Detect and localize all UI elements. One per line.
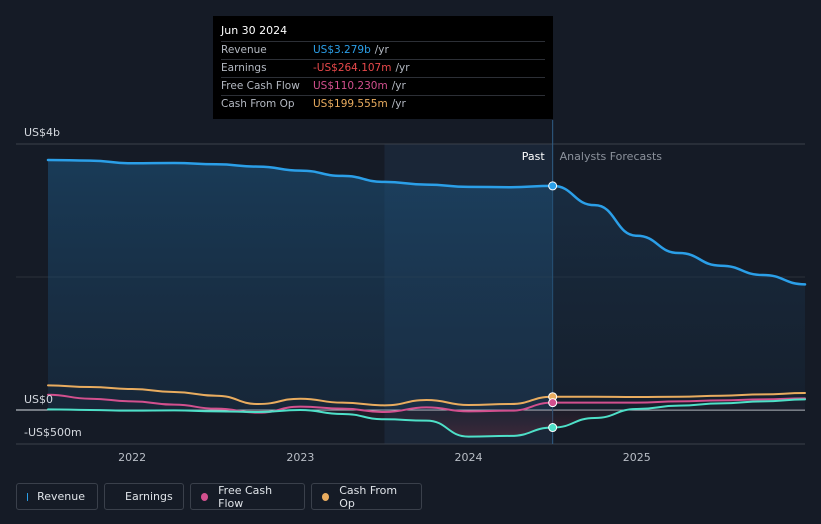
legend-item-revenue[interactable]: Revenue — [16, 483, 98, 510]
legend-label: Cash From Op — [339, 483, 398, 510]
tooltip-row-cash-from-op: Cash From Op US$199.555m /yr — [221, 96, 545, 113]
legend-item-free-cash-flow[interactable]: Free Cash Flow — [190, 483, 305, 510]
earnings-line — [47, 398, 806, 438]
tooltip-label: Earnings — [221, 62, 267, 74]
tooltip-row-earnings: Earnings -US$264.107m /yr — [221, 60, 545, 78]
tooltip-value: US$3.279b — [313, 44, 371, 56]
forecast-label: Analysts Forecasts — [560, 150, 663, 163]
x-tick-label: 2024 — [455, 451, 483, 464]
earnings-area — [48, 399, 805, 437]
free-cash-flow-dot-icon — [201, 492, 209, 501]
legend-label: Free Cash Flow — [218, 483, 273, 510]
legend-item-cash-from-op[interactable]: Cash From Op — [311, 483, 422, 510]
free-cash-flow-marker — [548, 398, 558, 408]
tooltip-unit: /yr — [391, 98, 406, 110]
revenue-marker — [548, 181, 558, 191]
cash-from-op-line — [47, 384, 806, 407]
tooltip-row-revenue: Revenue US$3.279b /yr — [221, 42, 545, 60]
tooltip-label: Revenue — [221, 44, 267, 56]
tooltip-unit: /yr — [395, 62, 410, 74]
legend-label: Earnings — [125, 490, 173, 503]
tooltip-unit: /yr — [391, 80, 406, 92]
revenue-line — [46, 158, 807, 286]
y-tick-label: -US$500m — [24, 426, 82, 439]
tooltip: Jun 30 2024 Revenue US$3.279b /yr Earnin… — [213, 16, 553, 119]
cash-from-op-dot-icon — [322, 492, 330, 501]
free-cash-flow-line — [47, 393, 806, 414]
legend-label: Revenue — [37, 490, 85, 503]
y-tick-label: US$0 — [24, 393, 53, 406]
past-label: Past — [522, 150, 546, 163]
y-tick-label: US$4b — [24, 126, 60, 139]
tooltip-label: Cash From Op — [221, 98, 295, 110]
tooltip-row-free-cash-flow: Free Cash Flow US$110.230m /yr — [221, 78, 545, 96]
revenue-area-past — [48, 159, 553, 410]
tooltip-date: Jun 30 2024 — [221, 24, 545, 42]
earnings-marker — [548, 423, 558, 433]
revenue-area-forecast — [552, 185, 805, 410]
tooltip-value: US$199.555m — [313, 98, 388, 110]
x-tick-label: 2023 — [286, 451, 314, 464]
legend-item-earnings[interactable]: Earnings — [104, 483, 184, 510]
x-tick-label: 2025 — [623, 451, 651, 464]
tooltip-value: -US$264.107m — [313, 62, 392, 74]
tooltip-unit: /yr — [374, 44, 389, 56]
x-tick-label: 2022 — [118, 451, 146, 464]
tooltip-value: US$110.230m — [313, 80, 388, 92]
tooltip-label: Free Cash Flow — [221, 80, 300, 92]
legend: Revenue Earnings Free Cash Flow Cash Fro… — [16, 483, 422, 510]
